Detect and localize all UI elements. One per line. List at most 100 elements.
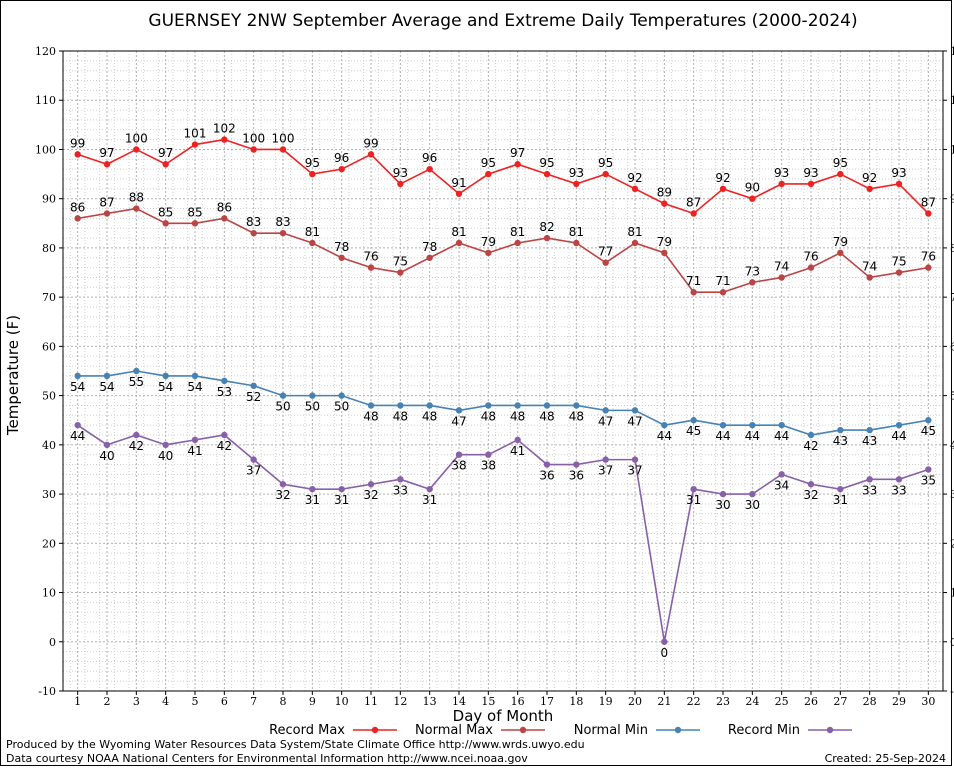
data-label: 42: [803, 439, 818, 453]
data-point: [191, 372, 199, 380]
y-tick-label: 20: [950, 537, 954, 550]
data-point: [602, 170, 609, 178]
x-tick-label: 28: [863, 695, 877, 708]
data-point: [807, 264, 815, 271]
data-point: [543, 170, 551, 178]
data-point: [103, 441, 111, 449]
data-point: [543, 402, 551, 409]
data-label: 50: [305, 400, 320, 414]
data-label: 101: [184, 127, 207, 141]
data-point: [690, 417, 697, 424]
data-point: [514, 402, 521, 409]
series-line: [77, 138, 929, 215]
y-tick-label: 110: [950, 94, 954, 107]
data-point: [778, 471, 785, 478]
x-tick-label: 9: [309, 695, 316, 708]
data-label: 48: [510, 409, 525, 423]
x-tick-label: 12: [393, 695, 407, 708]
series-line: [77, 207, 929, 294]
data-label: 87: [99, 195, 114, 209]
data-label: 54: [158, 380, 173, 394]
data-label: 93: [569, 166, 584, 180]
data-label: 31: [334, 493, 349, 507]
data-point: [514, 436, 521, 444]
data-point: [279, 392, 287, 399]
y-tick-label: 30: [42, 488, 56, 501]
data-point: [309, 239, 316, 247]
x-tick-label: 24: [745, 695, 759, 708]
y-tick-label: 80: [950, 242, 954, 255]
y-tick-label: -10: [950, 685, 954, 698]
data-label: 31: [686, 493, 701, 507]
data-point: [514, 161, 521, 168]
data-point: [221, 431, 228, 439]
data-label: 48: [393, 409, 408, 423]
data-point: [602, 407, 609, 414]
data-label: 99: [70, 136, 85, 150]
x-tick-label: 7: [250, 695, 257, 708]
x-tick-label: 19: [599, 695, 613, 708]
data-point: [455, 407, 463, 414]
data-point: [631, 239, 639, 247]
data-label: 47: [627, 414, 642, 428]
data-point: [133, 431, 140, 439]
data-label: 100: [242, 131, 265, 145]
data-point: [133, 146, 140, 153]
y-tick-label: 70: [42, 291, 56, 304]
legend-label: Record Max: [269, 723, 345, 738]
data-point: [573, 461, 580, 468]
data-label: 45: [921, 424, 936, 438]
data-point: [661, 200, 668, 207]
data-point: [338, 165, 345, 173]
data-point: [631, 456, 639, 463]
y-tick-label: 30: [950, 488, 954, 501]
data-label: 77: [598, 245, 613, 259]
x-tick-label: 17: [540, 695, 554, 708]
data-point: [895, 269, 903, 276]
data-label: 36: [539, 469, 554, 483]
data-label: 0: [661, 646, 669, 660]
legend-label: Normal Min: [574, 723, 648, 738]
data-label: 33: [891, 483, 906, 497]
data-label: 48: [539, 409, 554, 423]
data-point: [749, 490, 756, 498]
data-label: 44: [657, 429, 672, 443]
data-point: [866, 274, 873, 281]
x-tick-label: 25: [775, 695, 789, 708]
data-label: 35: [921, 473, 936, 487]
data-label: 95: [481, 156, 496, 170]
data-point: [74, 151, 81, 158]
y-axis-label: Temperature (F): [4, 315, 22, 436]
y-tick-label: 10: [950, 587, 954, 600]
data-point: [837, 170, 844, 178]
data-label: 93: [891, 166, 906, 180]
data-label: 81: [451, 225, 466, 239]
data-label: 95: [598, 156, 613, 170]
data-point: [133, 205, 140, 212]
series-line: [77, 370, 929, 436]
data-label: 31: [422, 493, 437, 507]
data-point: [426, 485, 433, 493]
data-point: [631, 185, 639, 193]
data-point: [250, 382, 257, 389]
data-point: [309, 485, 316, 493]
data-point: [279, 481, 287, 488]
x-tick-label: 26: [804, 695, 818, 708]
x-tick-label: 22: [687, 695, 701, 708]
data-point: [690, 485, 697, 493]
data-label: 95: [305, 156, 320, 170]
x-tick-label: 5: [192, 695, 199, 708]
data-label: 44: [745, 429, 760, 443]
data-label: 32: [363, 488, 378, 502]
legend: Record Max Normal Max Normal Min Record Min: [269, 723, 852, 738]
data-label: 81: [627, 225, 642, 239]
data-label: 47: [451, 414, 466, 428]
y-tick-label: 100: [35, 143, 56, 156]
y-tick-label: 40: [42, 439, 56, 452]
y-tick-label: 40: [950, 439, 954, 452]
data-point: [895, 421, 903, 429]
data-label: 43: [833, 434, 848, 448]
data-point: [426, 402, 433, 409]
data-label: 86: [70, 200, 85, 214]
